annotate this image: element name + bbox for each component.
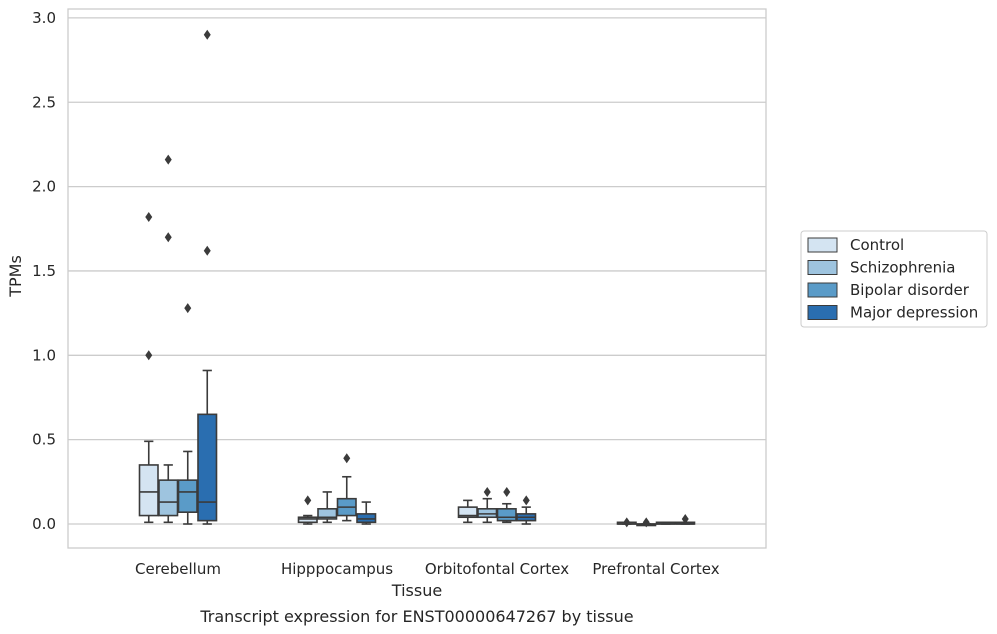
box xyxy=(457,506,478,519)
box-plot-item xyxy=(138,211,159,524)
box xyxy=(356,513,377,524)
outlier-point xyxy=(145,350,153,361)
box xyxy=(297,516,318,524)
y-tick-label: 1.0 xyxy=(32,346,56,364)
y-tick-label: 1.5 xyxy=(32,262,56,280)
box-plot-item xyxy=(477,486,498,524)
box-plot-item xyxy=(616,517,637,528)
y-tick-label: 3.0 xyxy=(32,9,56,27)
outlier-point xyxy=(623,517,631,528)
x-tick-label: Orbitofontal Cortex xyxy=(425,560,569,578)
y-tick-label: 0.0 xyxy=(32,515,56,533)
box-plot-item xyxy=(675,513,696,525)
outlier-point xyxy=(483,486,491,497)
x-tick-label: Prefrontal Cortex xyxy=(592,560,719,578)
x-tick-label: Hipppocampus xyxy=(281,560,393,578)
legend-label: Schizophrenia xyxy=(850,259,955,277)
box-plot-item xyxy=(297,495,318,525)
y-gridlines xyxy=(68,17,766,525)
legend-items: Control Schizophrenia Bipolar disorder Majo… xyxy=(807,236,978,322)
legend-swatch xyxy=(807,282,838,298)
box-plot-item xyxy=(655,521,676,525)
legend-label: Bipolar disorder xyxy=(850,281,970,299)
plot-frame xyxy=(67,8,767,549)
box-plot-item xyxy=(158,154,179,524)
x-tick-label: Cerebellum xyxy=(135,560,221,578)
x-axis-tick-labels: Cerebellum Hipppocampus Orbitofontal Corte… xyxy=(135,560,720,578)
box xyxy=(158,479,179,517)
y-tick-label: 0.5 xyxy=(32,431,56,449)
outlier-point xyxy=(522,495,530,506)
legend-item: Control xyxy=(807,236,904,254)
outlier-point xyxy=(184,303,192,314)
box-plot-item xyxy=(336,453,357,522)
box xyxy=(197,413,218,522)
outlier-point xyxy=(203,29,211,40)
outlier-point xyxy=(164,154,172,165)
legend-item: Schizophrenia xyxy=(807,259,955,277)
series-control xyxy=(138,211,637,528)
box xyxy=(477,508,498,519)
outlier-point xyxy=(164,232,172,243)
outlier-point xyxy=(343,453,351,464)
box-plot-item xyxy=(457,499,478,524)
outlier-point xyxy=(304,495,312,506)
outlier-point xyxy=(642,517,650,528)
legend-swatch xyxy=(807,260,838,275)
x-axis-title: Tissue xyxy=(391,581,442,600)
legend-frame xyxy=(800,230,988,328)
box xyxy=(496,508,517,522)
legend-item: Major depression xyxy=(807,304,978,322)
box-plot-item xyxy=(177,303,198,525)
box xyxy=(317,508,338,520)
box-plot-item xyxy=(356,501,377,525)
series-bipolar-disorder xyxy=(177,303,676,525)
series-schizophrenia xyxy=(158,154,657,528)
box-plot-item xyxy=(636,517,657,528)
y-axis-tick-labels: 0.0 0.5 1.0 1.5 2.0 2.5 3.0 xyxy=(32,9,56,533)
box-series xyxy=(138,29,696,528)
y-tick-label: 2.5 xyxy=(32,93,56,111)
box-plot-item xyxy=(516,495,537,525)
y-tick-label: 2.0 xyxy=(32,178,56,196)
box-plot-item xyxy=(496,486,517,524)
outlier-point xyxy=(503,486,511,497)
outlier-point xyxy=(145,211,153,222)
legend-label: Major depression xyxy=(850,304,978,322)
box-plot-item xyxy=(197,29,218,525)
y-axis-title: TPMs xyxy=(6,255,25,298)
legend-swatch xyxy=(807,237,838,253)
box xyxy=(138,464,159,517)
chart-caption: Transcript expression for ENST0000064726… xyxy=(199,607,633,626)
box-plot-item xyxy=(317,491,338,524)
box xyxy=(177,479,198,513)
legend-label: Control xyxy=(850,236,904,254)
legend-swatch xyxy=(807,305,838,320)
series-major-depression xyxy=(197,29,696,525)
outlier-point xyxy=(203,245,211,256)
legend: Control Schizophrenia Bipolar disorder Majo… xyxy=(800,230,988,328)
outlier-point xyxy=(681,513,689,524)
legend-item: Bipolar disorder xyxy=(807,281,970,299)
